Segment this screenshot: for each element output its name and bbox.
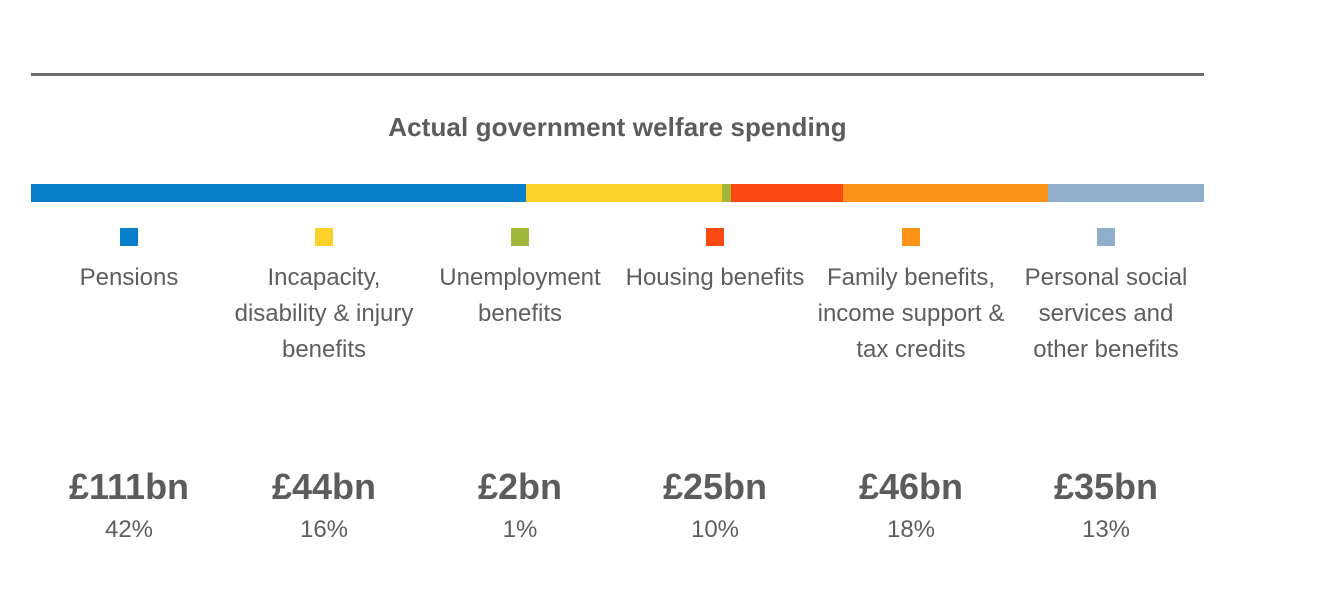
legend-swatch bbox=[706, 228, 724, 246]
stacked-bar bbox=[31, 184, 1204, 202]
legend-swatch bbox=[902, 228, 920, 246]
percent-label: 10% bbox=[690, 516, 740, 543]
value-label: £35bn bbox=[1053, 466, 1159, 507]
legend-category: Housing benefits £25bn 10% bbox=[617, 228, 813, 543]
category-label: Unemployment benefits bbox=[439, 264, 601, 327]
legend-swatch bbox=[315, 228, 333, 246]
value-label: £111bn bbox=[68, 466, 190, 507]
percent-label: 18% bbox=[886, 516, 936, 543]
legend-category: Unemployment benefits £2bn 1% bbox=[422, 228, 618, 543]
category-label: Pensions bbox=[79, 264, 179, 291]
bar-segment bbox=[722, 184, 732, 202]
bar-segment bbox=[1047, 184, 1204, 202]
legend-swatch bbox=[511, 228, 529, 246]
value-label: £2bn bbox=[477, 466, 563, 507]
legend-category: Family benefits, income support & tax cr… bbox=[813, 228, 1009, 543]
bar-segment bbox=[526, 184, 723, 202]
chart-legend: Pensions £111bn 42% Incapacity, disability … bbox=[31, 228, 1204, 568]
top-divider-rule bbox=[31, 73, 1204, 76]
legend-category: Personal social services and other benef… bbox=[1008, 228, 1204, 543]
category-label: Family benefits, income support & tax cr… bbox=[817, 264, 1005, 363]
value-label: £46bn bbox=[858, 466, 964, 507]
percent-label: 16% bbox=[299, 516, 349, 543]
legend-category: Pensions £111bn 42% bbox=[31, 228, 227, 543]
legend-swatch bbox=[1097, 228, 1115, 246]
legend-category: Incapacity, disability & injury benefits… bbox=[226, 228, 422, 543]
bar-segment bbox=[731, 184, 843, 202]
category-label: Incapacity, disability & injury benefits bbox=[234, 264, 414, 363]
bar-segment bbox=[842, 184, 1048, 202]
category-label: Personal social services and other benef… bbox=[1024, 264, 1188, 363]
percent-label: 1% bbox=[502, 516, 538, 543]
legend-swatch bbox=[120, 228, 138, 246]
percent-label: 42% bbox=[104, 516, 154, 543]
bar-segment bbox=[31, 184, 527, 202]
value-label: £25bn bbox=[662, 466, 768, 507]
value-label: £44bn bbox=[271, 466, 377, 507]
percent-label: 13% bbox=[1081, 516, 1131, 543]
category-label: Housing benefits bbox=[625, 264, 805, 291]
chart-title: Actual government welfare spending bbox=[388, 112, 847, 142]
